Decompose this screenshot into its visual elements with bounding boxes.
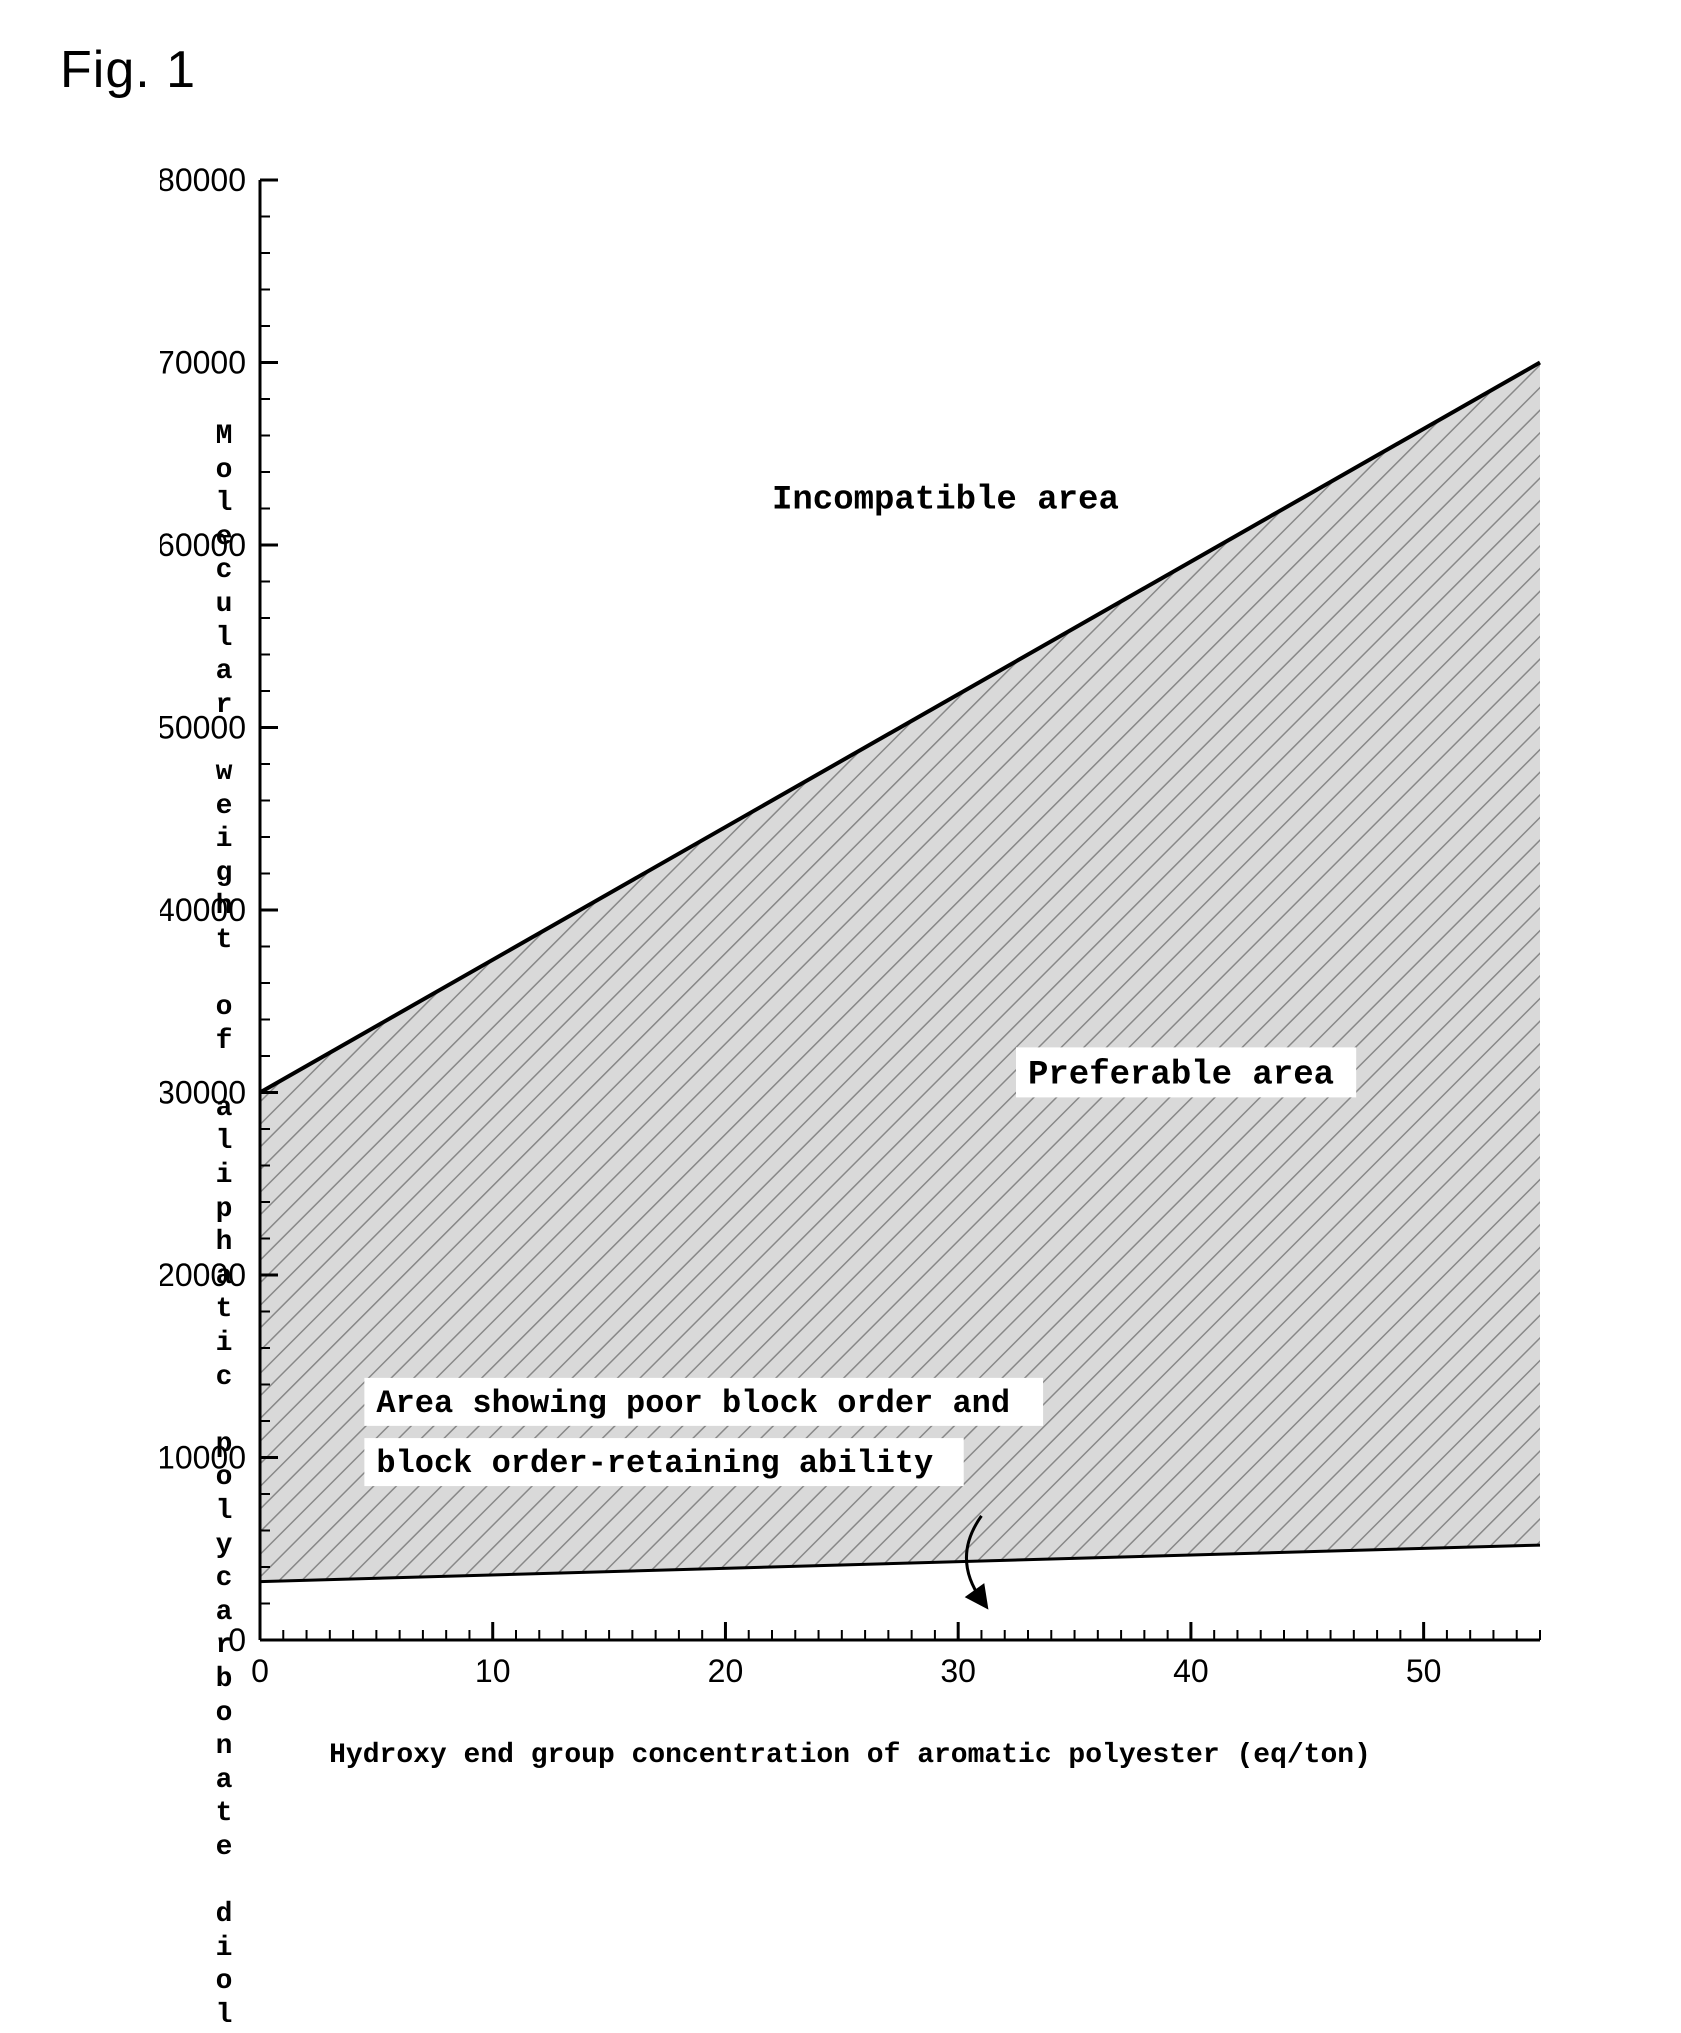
x-axis-label: Hydroxy end group concentration of aroma…: [160, 1740, 1540, 1771]
figure-title: Fig. 1: [60, 40, 1640, 100]
svg-text:50: 50: [1406, 1653, 1442, 1689]
svg-text:80000: 80000: [160, 162, 246, 198]
svg-text:Preferable area: Preferable area: [1028, 1056, 1334, 1094]
svg-text:40: 40: [1173, 1653, 1209, 1689]
region-chart: 0100002000030000400005000060000700008000…: [160, 160, 1560, 1720]
y-axis-label: Molecular weight of aliphatic polycarbon…: [210, 420, 240, 2033]
svg-text:Incompatible area: Incompatible area: [772, 482, 1119, 520]
svg-text:Area showing poor block order: Area showing poor block order and: [376, 1385, 1010, 1422]
svg-text:block order-retaining ability: block order-retaining ability: [376, 1445, 933, 1482]
svg-text:20: 20: [708, 1653, 744, 1689]
svg-text:0: 0: [251, 1653, 269, 1689]
svg-text:30: 30: [940, 1653, 976, 1689]
svg-text:70000: 70000: [160, 345, 246, 381]
figure: Fig. 1 Molecular weight of aliphatic pol…: [40, 40, 1640, 1771]
chart-area: Molecular weight of aliphatic polycarbon…: [160, 160, 1640, 1720]
svg-text:10: 10: [475, 1653, 511, 1689]
